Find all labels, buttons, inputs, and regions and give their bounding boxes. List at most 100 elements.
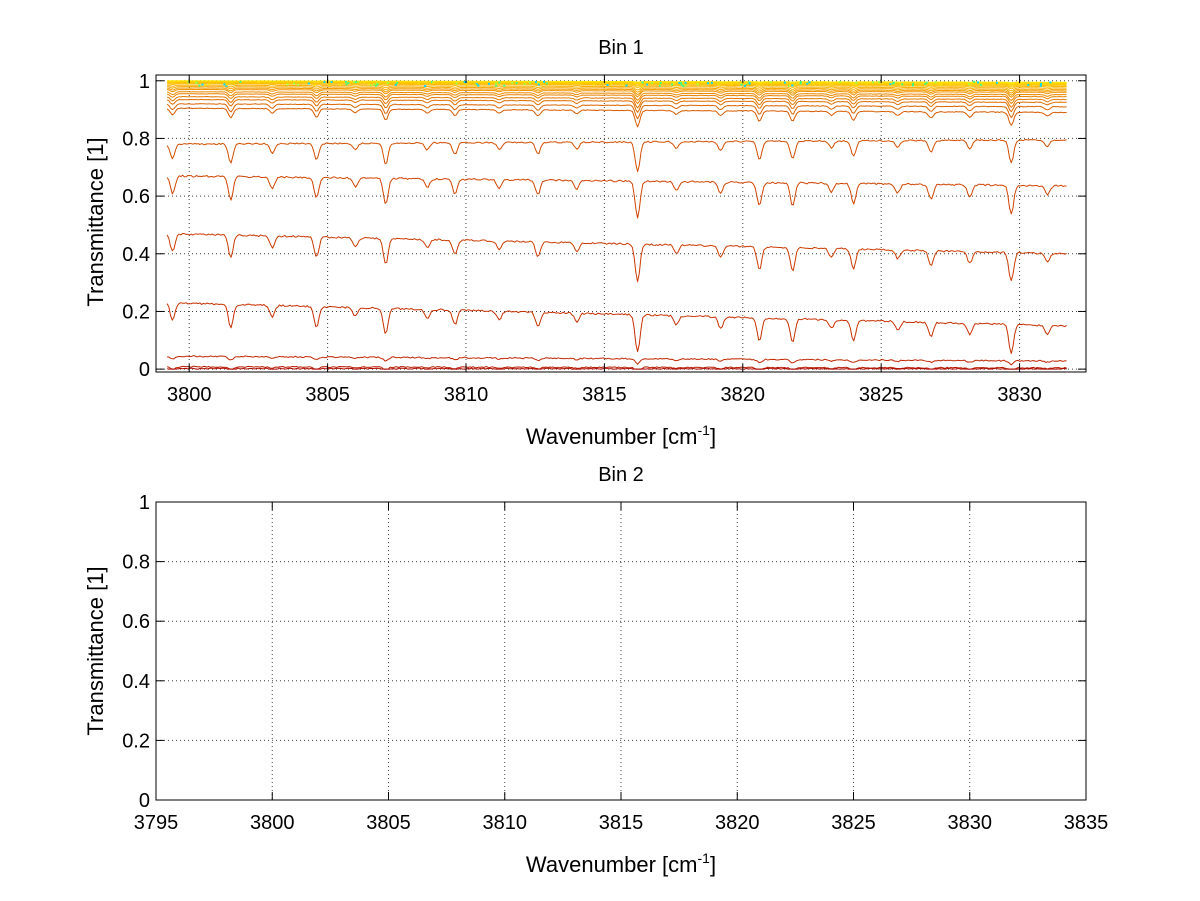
x-tick-label: 3825 xyxy=(831,812,876,834)
x-axis-label: Wavenumber [cm-1] xyxy=(526,422,716,449)
plot-frame xyxy=(155,501,1087,801)
series-line xyxy=(166,139,1067,173)
series-point xyxy=(296,83,299,86)
series-point xyxy=(684,84,687,87)
series-point xyxy=(878,81,881,84)
y-axis-label: Transmittance [1] xyxy=(83,137,108,306)
series-point xyxy=(352,81,355,84)
chart-panel-bin-2: Bin 2 3795 3800 3805 3810 3815 3820 3825 3830 38… xyxy=(83,464,1108,877)
gridlines xyxy=(156,502,1086,800)
series-point xyxy=(430,81,433,83)
y-axis-label: Transmittance [1] xyxy=(83,566,108,735)
plot-series xyxy=(166,80,1067,370)
y-tick-label: 0.8 xyxy=(122,552,150,574)
series-point xyxy=(376,83,379,86)
x-axis-label-end: ] xyxy=(710,852,716,877)
plot-frame xyxy=(155,74,1087,373)
series-point xyxy=(769,81,772,84)
series-line xyxy=(166,84,1067,92)
series-point xyxy=(606,84,609,86)
series-point xyxy=(1027,84,1030,87)
series-line xyxy=(167,82,1067,88)
series-line xyxy=(167,83,1067,90)
y-tick-label: 0 xyxy=(139,790,150,812)
x-tick-label: 3810 xyxy=(444,384,489,406)
series-point xyxy=(523,83,526,86)
x-tick-label: 3825 xyxy=(859,384,904,406)
x-tick-labels: 3795 3800 3805 3810 3815 3820 3825 3830 3835 xyxy=(134,812,1109,834)
series-point xyxy=(543,80,546,83)
series-point xyxy=(537,82,540,85)
series-point xyxy=(865,83,868,86)
y-tick-label: 0.4 xyxy=(122,244,150,266)
series-point xyxy=(934,81,937,84)
series-point xyxy=(1012,82,1015,85)
series-line xyxy=(166,174,1067,219)
series-point xyxy=(973,80,976,83)
x-tick-label: 3820 xyxy=(715,812,760,834)
series-point xyxy=(534,81,537,84)
series-point xyxy=(684,81,687,84)
series-point xyxy=(344,80,347,83)
y-tick-label: 0.4 xyxy=(122,671,150,693)
series-point xyxy=(938,83,941,86)
series-point xyxy=(323,81,326,84)
series-point xyxy=(806,82,809,85)
series-point xyxy=(622,83,625,86)
series-point xyxy=(537,83,540,86)
series-point xyxy=(819,83,821,86)
x-tick-label: 3795 xyxy=(134,812,179,834)
y-tick-label: 0.6 xyxy=(122,611,150,633)
series-point xyxy=(307,82,310,85)
series-line xyxy=(166,88,1067,98)
series-point xyxy=(347,82,350,84)
series-point xyxy=(345,83,348,86)
series-line xyxy=(166,302,1067,354)
series-point xyxy=(710,81,713,84)
series-point xyxy=(901,83,904,86)
series-point xyxy=(328,84,331,87)
chart-title: Bin 2 xyxy=(598,464,644,486)
x-tick-label: 3800 xyxy=(167,384,212,406)
x-tick-labels: 3800 3805 3810 3815 3820 3825 3830 xyxy=(167,384,1042,406)
x-tick-label: 3820 xyxy=(721,384,766,406)
series-point xyxy=(1039,84,1042,87)
series-point xyxy=(1040,83,1042,86)
series-point xyxy=(852,82,855,85)
y-tick-label: 0 xyxy=(139,359,150,381)
series-point xyxy=(625,84,628,87)
series-point xyxy=(855,84,858,87)
series-point xyxy=(889,83,892,86)
y-tick-labels: 0 0.2 0.4 0.6 0.8 1 xyxy=(122,71,150,381)
series-point xyxy=(488,82,490,85)
series-point xyxy=(680,83,683,86)
series-point xyxy=(650,81,653,84)
x-tick-label: 3805 xyxy=(366,812,411,834)
series-line xyxy=(166,91,1067,101)
series-point xyxy=(641,81,644,84)
series-line xyxy=(166,93,1067,104)
series-point xyxy=(369,84,372,87)
series-point xyxy=(195,81,198,84)
tick-marks xyxy=(155,501,1087,801)
y-tick-label: 0.8 xyxy=(122,128,150,150)
series-point xyxy=(225,84,228,87)
series-point xyxy=(511,81,514,84)
x-axis-label: Wavenumber [cm-1] xyxy=(526,850,716,877)
series-point xyxy=(678,81,681,84)
series-point xyxy=(783,81,786,84)
series-point xyxy=(748,81,751,84)
series-point xyxy=(528,81,531,84)
series-point xyxy=(995,81,998,84)
tick-marks xyxy=(156,75,1086,372)
y-tick-label: 1 xyxy=(139,71,150,93)
x-tick-label: 3805 xyxy=(305,384,350,406)
x-tick-label: 3810 xyxy=(483,812,528,834)
x-tick-label: 3815 xyxy=(599,812,644,834)
series-point xyxy=(201,83,204,86)
x-tick-label: 3830 xyxy=(948,812,993,834)
series-point xyxy=(396,81,399,84)
x-tick-label: 3835 xyxy=(1064,812,1109,834)
y-tick-labels: 0 0.2 0.4 0.6 0.8 1 xyxy=(122,492,150,812)
series-line xyxy=(166,96,1067,109)
